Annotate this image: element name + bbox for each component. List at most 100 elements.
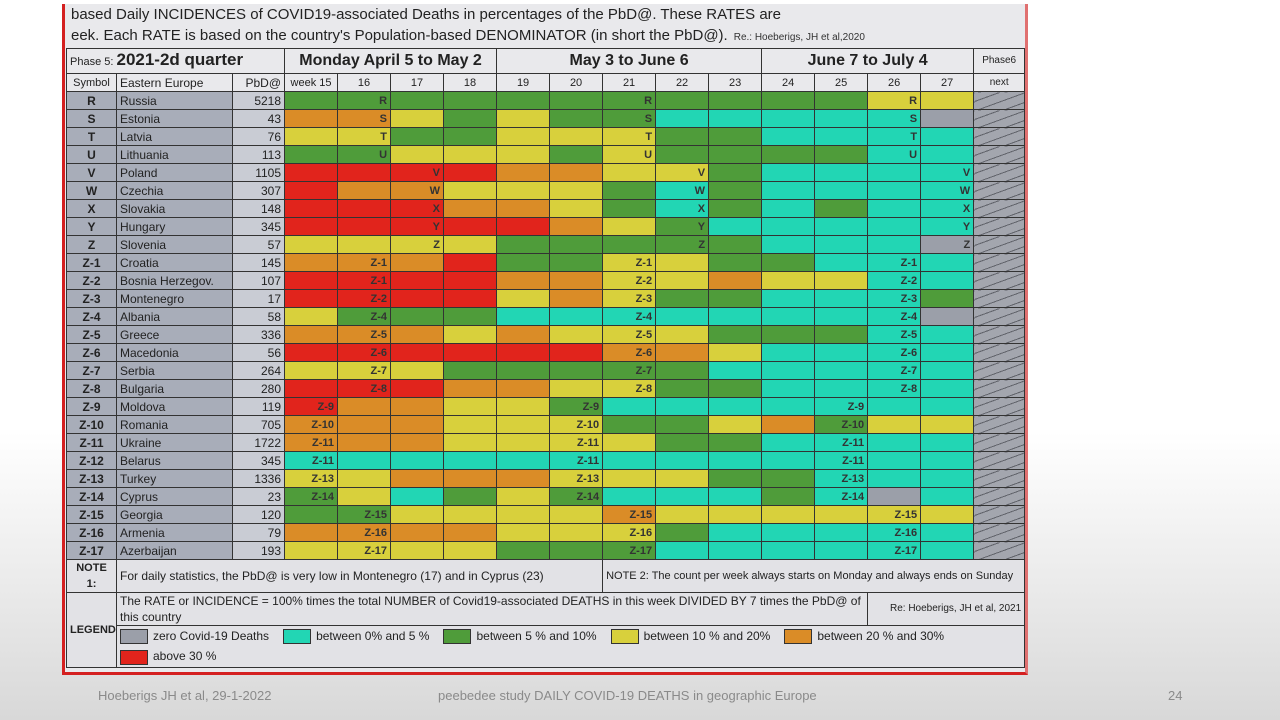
rate-cell-marker: X bbox=[920, 199, 975, 218]
rate-cell bbox=[549, 163, 604, 182]
row-country: Hungary bbox=[116, 217, 233, 236]
rate-cell bbox=[920, 397, 975, 416]
table-row: Z-2 Bosnia Herzegov. 107 Z-1 Z-2 Z-2 bbox=[66, 271, 1026, 290]
rate-cell bbox=[443, 505, 498, 524]
legend-swatch bbox=[283, 629, 312, 645]
rate-cell bbox=[814, 109, 869, 128]
rate-cell bbox=[496, 109, 551, 128]
week-header: 25 bbox=[814, 73, 869, 92]
row-symbol: Z-6 bbox=[66, 343, 117, 362]
rate-cell-marker: Z-17 bbox=[867, 541, 922, 560]
rate-cell bbox=[867, 163, 922, 182]
phase6-cell bbox=[973, 199, 1026, 218]
week-header: 26 bbox=[867, 73, 922, 92]
rate-cell bbox=[496, 271, 551, 290]
rate-cell bbox=[761, 271, 816, 290]
table-row: Z-17 Azerbaijan 193 Z-17 Z-17 Z-17 bbox=[66, 541, 1026, 560]
phase6-cell bbox=[973, 361, 1026, 380]
rate-cell-marker: Z-10 bbox=[814, 415, 869, 434]
rate-cell-marker: W bbox=[655, 181, 710, 200]
rate-cell bbox=[920, 289, 975, 308]
rate-cell bbox=[602, 415, 657, 434]
rate-cell bbox=[920, 109, 975, 128]
rate-cell bbox=[761, 253, 816, 272]
rate-cell bbox=[443, 523, 498, 542]
phase6-cell bbox=[973, 307, 1026, 326]
rate-cell bbox=[284, 523, 339, 542]
phase6-cell bbox=[973, 451, 1026, 470]
rate-cell bbox=[761, 109, 816, 128]
rate-cell-marker: Z-14 bbox=[549, 487, 604, 506]
rate-cell bbox=[761, 127, 816, 146]
rate-cell bbox=[284, 217, 339, 236]
rate-cell bbox=[443, 181, 498, 200]
rate-cell bbox=[761, 163, 816, 182]
row-country: Bosnia Herzegov. bbox=[116, 271, 233, 290]
rate-cell bbox=[337, 433, 392, 452]
rate-cell bbox=[920, 433, 975, 452]
phase-label: Phase 5: bbox=[70, 56, 114, 68]
rate-cell bbox=[867, 487, 922, 506]
row-country: Moldova bbox=[116, 397, 233, 416]
row-symbol: Z-2 bbox=[66, 271, 117, 290]
row-pbd: 23 bbox=[231, 487, 286, 506]
rate-cell bbox=[443, 343, 498, 362]
row-country: Albania bbox=[116, 307, 233, 326]
rate-cell bbox=[655, 289, 710, 308]
rate-cell bbox=[443, 217, 498, 236]
rate-cell bbox=[814, 505, 869, 524]
row-pbd: 76 bbox=[231, 127, 286, 146]
rate-cell bbox=[390, 361, 445, 380]
table-row: Z-9 Moldova 119 Z-9 Z-9 Z-9 bbox=[66, 397, 1026, 416]
week-header: 24 bbox=[761, 73, 816, 92]
rate-cell bbox=[390, 145, 445, 164]
row-country: Lithuania bbox=[116, 145, 233, 164]
rate-cell bbox=[708, 235, 763, 254]
row-symbol: Z-15 bbox=[66, 505, 117, 524]
rate-cell bbox=[761, 451, 816, 470]
rate-cell-marker: Z-2 bbox=[867, 271, 922, 290]
row-symbol: X bbox=[66, 199, 117, 218]
rate-cell bbox=[708, 469, 763, 488]
row-symbol: Z-17 bbox=[66, 541, 117, 560]
row-country: Armenia bbox=[116, 523, 233, 542]
period-header: June 7 to July 4 bbox=[761, 48, 975, 74]
rate-cell-marker: Z-15 bbox=[867, 505, 922, 524]
legend-item-label: zero Covid-19 Deaths bbox=[153, 629, 270, 643]
rate-cell-marker: S bbox=[602, 109, 657, 128]
phase6-cell bbox=[973, 505, 1026, 524]
row-symbol: Z-13 bbox=[66, 469, 117, 488]
rate-cell bbox=[602, 235, 657, 254]
table-row: Z-10 Romania 705 Z-10 Z-10 Z-10 bbox=[66, 415, 1026, 434]
rate-cell bbox=[814, 307, 869, 326]
rate-cell bbox=[655, 307, 710, 326]
table-row: Z-8 Bulgaria 280 Z-8 Z-8 Z-8 bbox=[66, 379, 1026, 398]
phase6-cell bbox=[973, 253, 1026, 272]
row-pbd: 145 bbox=[231, 253, 286, 272]
rate-cell bbox=[443, 451, 498, 470]
rate-cell bbox=[920, 487, 975, 506]
rate-cell bbox=[496, 325, 551, 344]
rate-cell bbox=[390, 487, 445, 506]
rate-cell bbox=[390, 379, 445, 398]
legend-item-label: between 10 % and 20% bbox=[643, 629, 771, 643]
row-symbol: Z-5 bbox=[66, 325, 117, 344]
row-symbol: R bbox=[66, 91, 117, 110]
header-row-columns: Symbol Eastern Europe PbD@ week 15 16 17 18 19 2… bbox=[66, 73, 1026, 92]
rate-cell-marker: Z-11 bbox=[284, 433, 339, 452]
rate-cell bbox=[867, 181, 922, 200]
rate-cell-marker: Z-13 bbox=[814, 469, 869, 488]
table-row: S Estonia 43 S S S bbox=[66, 109, 1026, 128]
rate-cell-marker: Z-9 bbox=[549, 397, 604, 416]
rate-cell bbox=[337, 487, 392, 506]
rate-cell-marker: Z-2 bbox=[602, 271, 657, 290]
phase-quarter-cell: Phase 5: 2021-2d quarter bbox=[65, 48, 286, 74]
row-country: Serbia bbox=[116, 361, 233, 380]
rate-cell bbox=[390, 289, 445, 308]
rate-cell-marker: Z-1 bbox=[602, 253, 657, 272]
rate-cell bbox=[814, 541, 869, 560]
rate-cell bbox=[708, 145, 763, 164]
row-symbol: Z-7 bbox=[66, 361, 117, 380]
legend-item: above 30 % bbox=[120, 648, 216, 665]
rate-cell bbox=[284, 199, 339, 218]
